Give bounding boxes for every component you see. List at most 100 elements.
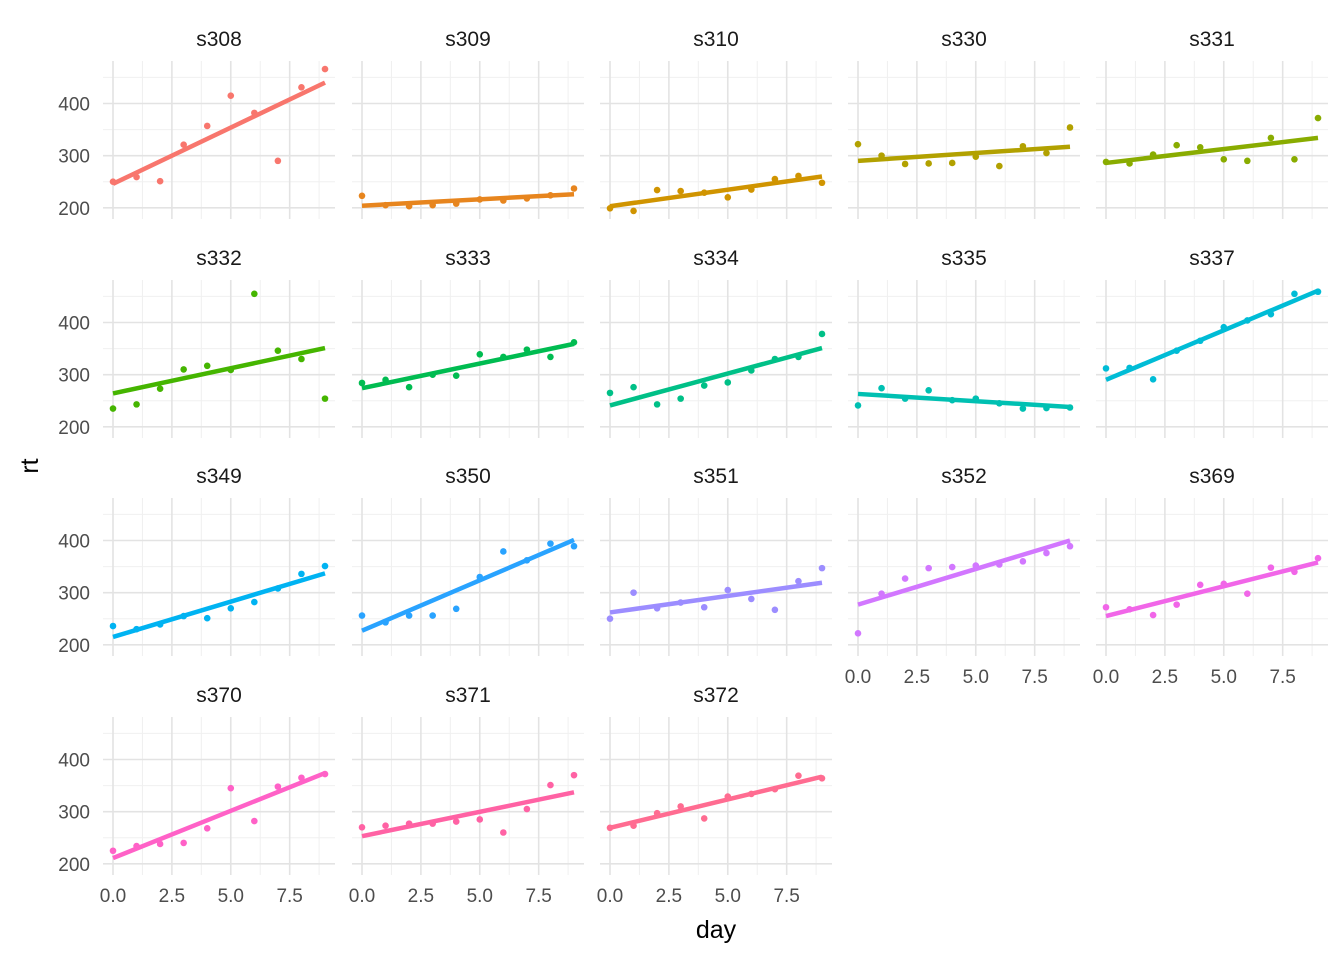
data-point — [1196, 144, 1204, 151]
facet-label: s372 — [693, 684, 739, 707]
data-point — [274, 347, 282, 354]
data-point — [1173, 601, 1180, 608]
data-point — [1102, 158, 1110, 166]
data-point — [109, 178, 117, 186]
data-point — [452, 818, 460, 825]
data-point — [180, 141, 187, 148]
data-point — [1314, 554, 1322, 562]
data-point — [771, 175, 779, 183]
x-tick-label: 0.0 — [845, 667, 871, 688]
data-point — [630, 589, 637, 596]
facet-label: s310 — [693, 28, 739, 51]
x-tick-label: 0.0 — [597, 886, 623, 907]
trend-line — [112, 80, 326, 186]
data-point — [795, 172, 802, 180]
data-point — [1244, 157, 1251, 165]
facet-label: s334 — [693, 247, 739, 270]
data-point — [606, 205, 614, 212]
data-point — [298, 84, 305, 91]
data-point — [1066, 404, 1074, 411]
data-point — [500, 353, 507, 361]
data-point — [653, 604, 661, 612]
facet-panel-s334: s334 — [600, 247, 832, 438]
trend-line — [112, 571, 326, 640]
facet-panel-s369: s369 0.0 2.5 5.0 7.5 — [1093, 465, 1328, 688]
x-tick-label: 2.5 — [656, 886, 682, 907]
trend-line — [857, 391, 1071, 410]
data-point — [677, 599, 684, 606]
data-point — [1314, 114, 1322, 122]
data-point — [948, 563, 956, 571]
data-point — [1043, 404, 1050, 412]
data-point — [109, 847, 117, 855]
x-tick-label: 2.5 — [159, 886, 185, 907]
facet-label: s309 — [445, 28, 491, 51]
y-tick-label: 300 — [58, 584, 90, 605]
facet-label: s337 — [1189, 247, 1235, 270]
data-point — [818, 564, 826, 572]
x-tick-label: 2.5 — [408, 886, 434, 907]
facet-panel-s309: s309 — [352, 28, 584, 219]
data-point — [901, 395, 909, 402]
x-tick-label: 7.5 — [773, 886, 799, 907]
data-point — [878, 590, 885, 597]
data-point — [795, 772, 802, 779]
data-point — [227, 604, 235, 612]
data-point — [1102, 365, 1110, 372]
facet-label: s308 — [196, 28, 242, 51]
trend-line — [1105, 560, 1319, 619]
x-tick-label: 0.0 — [100, 886, 126, 907]
data-point — [358, 823, 366, 831]
data-point — [854, 402, 862, 409]
data-point — [630, 383, 637, 391]
x-tick-label: 7.5 — [1269, 667, 1295, 688]
data-point — [570, 771, 578, 779]
data-point — [771, 606, 779, 614]
data-point — [1102, 603, 1110, 611]
facet-panel-s371: s371 0.0 2.5 5.0 7.5 — [349, 684, 584, 907]
y-tick-label: 200 — [58, 855, 90, 876]
facet-panel-s310: s310 — [600, 28, 832, 219]
facet-label: s332 — [196, 247, 242, 270]
data-point — [227, 366, 235, 374]
data-point — [1149, 611, 1157, 619]
data-point — [405, 383, 413, 391]
data-point — [606, 389, 614, 397]
data-point — [476, 816, 484, 823]
facet-panel-s308: s308 200 300 400 — [58, 28, 335, 220]
y-tick-label: 400 — [58, 95, 90, 116]
data-point — [1043, 549, 1050, 557]
data-point — [321, 65, 329, 73]
data-point — [251, 817, 258, 825]
data-point — [677, 803, 684, 810]
data-point — [1291, 155, 1298, 163]
y-tick-label: 400 — [58, 314, 90, 335]
facet-panel-s331: s331 — [1096, 28, 1328, 219]
data-point — [156, 840, 164, 848]
data-point — [227, 92, 235, 99]
data-point — [1173, 347, 1180, 354]
data-point — [1019, 405, 1027, 412]
data-point — [677, 187, 684, 195]
data-point — [476, 196, 484, 203]
data-point — [771, 785, 779, 793]
data-point — [606, 615, 614, 623]
data-point — [321, 562, 329, 570]
data-point — [996, 400, 1003, 407]
data-point — [133, 401, 140, 408]
x-tick-label: 7.5 — [525, 886, 551, 907]
data-point — [1267, 134, 1275, 142]
data-point — [1291, 568, 1298, 576]
data-point — [523, 557, 531, 564]
data-point — [298, 774, 305, 782]
x-tick-label: 0.0 — [1093, 667, 1119, 688]
data-point — [405, 202, 413, 210]
facet-panel-s335: s335 — [848, 247, 1080, 438]
data-point — [748, 790, 755, 798]
facet-label: s335 — [941, 247, 987, 270]
data-point — [570, 185, 578, 192]
data-point — [1066, 124, 1074, 131]
data-point — [321, 395, 329, 402]
data-point — [523, 805, 531, 813]
